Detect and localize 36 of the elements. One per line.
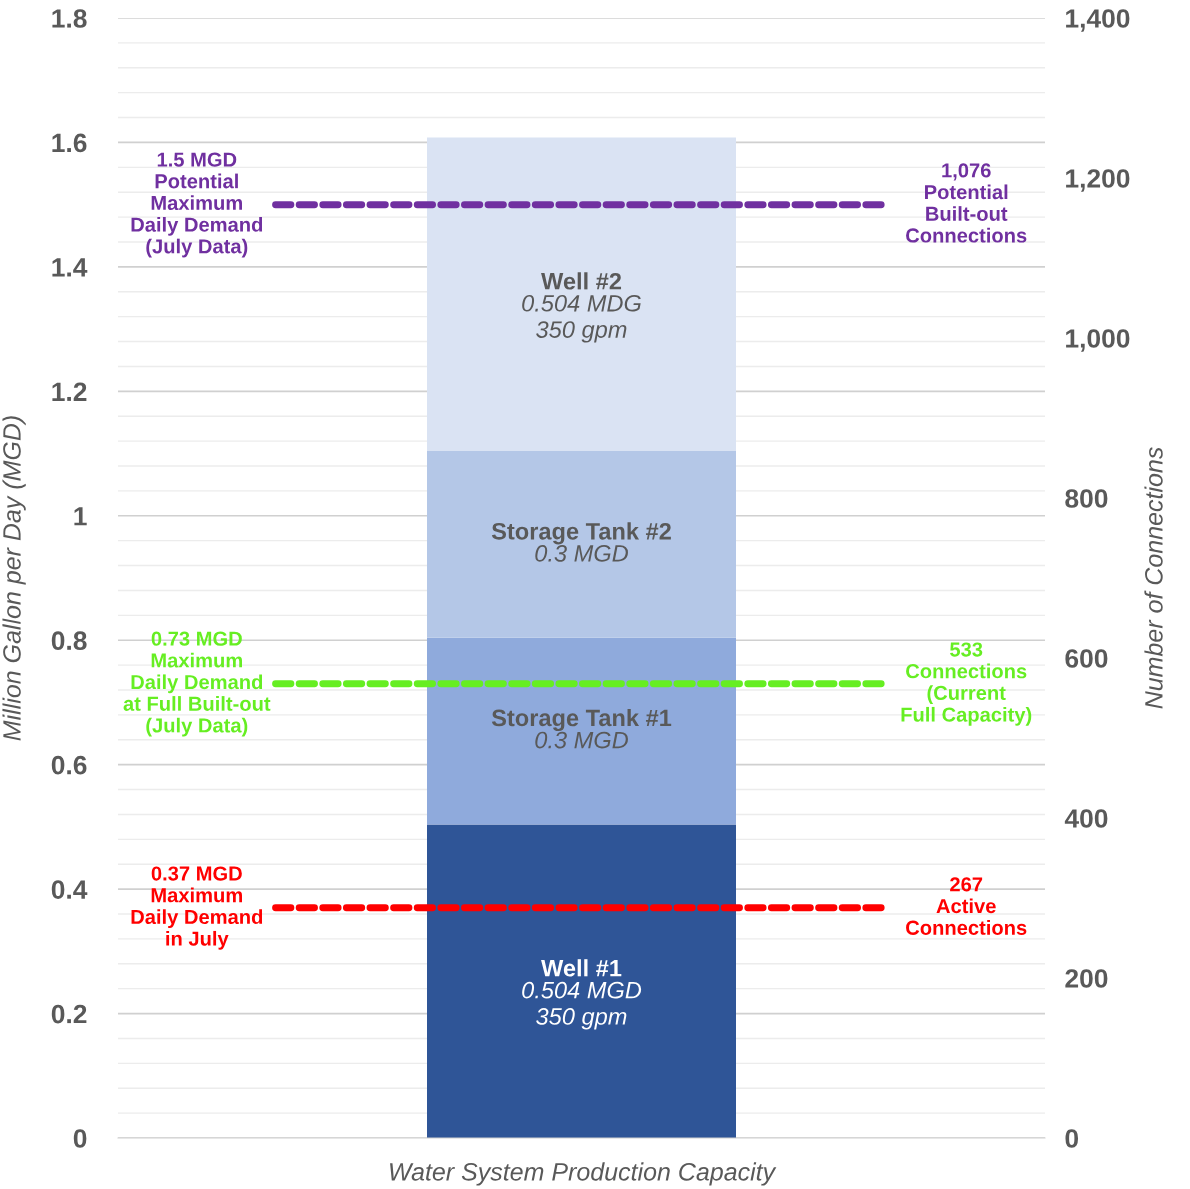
- y2-tick-label: 800: [1065, 489, 1108, 508]
- ref-line-label: 0.73 MGD Maximum Daily Demand at Full Built-out (July Data): [123, 631, 271, 737]
- y2-tick-label: 600: [1065, 649, 1108, 668]
- y-tick-label: 1.8: [52, 9, 87, 28]
- y-tick-label: 1: [74, 507, 87, 526]
- data-label: 0.3 MGD: [535, 731, 628, 749]
- y2-tick-label: 200: [1065, 969, 1108, 988]
- annotation: 1,076 Potential Built-out Connections: [906, 163, 1027, 243]
- data-label: 0.504 MGD 350 gpm: [522, 981, 642, 1030]
- y-tick-label: 1.4: [52, 258, 88, 277]
- y-tick-label: 0.2: [51, 1004, 87, 1024]
- ref-line-label: 0.37 MGD Maximum Daily Demand in July: [131, 866, 263, 950]
- series-label: Well #2: [541, 272, 622, 290]
- data-label: 0.504 MDG 350 gpm: [522, 294, 641, 343]
- y2-tick-label: 1,000: [1066, 329, 1130, 352]
- y2-tick-label: 1,200: [1066, 169, 1130, 192]
- y2-tick-label: 1,400: [1066, 9, 1130, 32]
- series-label: Well #1: [541, 959, 622, 977]
- annotation: 533 Connections (Current Full Capacity): [901, 642, 1032, 726]
- y-tick-label: 1.6: [52, 133, 87, 153]
- y-axis-title: Million Gallon per Day (MGD): [2, 416, 26, 741]
- y-tick-label: 0.8: [51, 631, 87, 651]
- y-tick-label: 0: [73, 1129, 87, 1148]
- y2-tick-label: 0: [1065, 1129, 1079, 1148]
- annotation: 267 Active Connections: [906, 877, 1027, 935]
- y-tick-label: 1.2: [52, 382, 87, 401]
- data-label: 0.3 MGD: [535, 545, 628, 562]
- y-tick-label: 0.4: [51, 880, 88, 899]
- y-tick-label: 0.6: [51, 755, 87, 775]
- x-axis-title: Water System Production Capacity: [390, 1162, 777, 1186]
- ref-line-label: 1.5 MGD Potential Maximum Daily Demand (July Data): [131, 152, 263, 258]
- y2-axis-title: Number of Connections: [1144, 447, 1163, 709]
- y2-tick-label: 400: [1064, 809, 1108, 828]
- bar: [427, 451, 736, 638]
- series-label: Storage Tank #2: [491, 522, 671, 545]
- series-label: Storage Tank #1: [491, 708, 672, 732]
